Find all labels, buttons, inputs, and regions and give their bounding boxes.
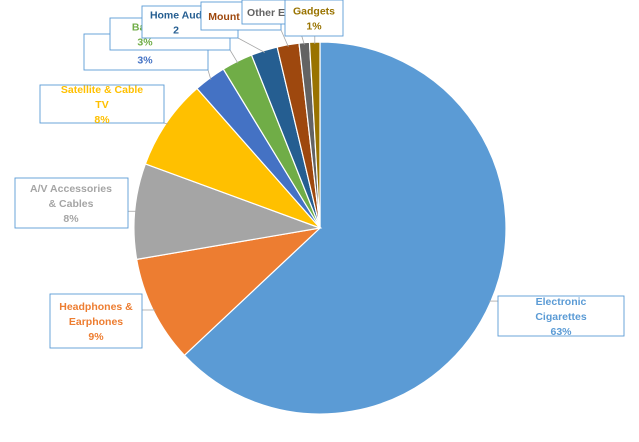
- data-label-category: Headphones &: [59, 301, 133, 313]
- data-label-category: A/V Accessories: [30, 183, 112, 195]
- pie-slices: [133, 41, 507, 415]
- data-label-category: Other E: [247, 7, 285, 19]
- leader-line: [207, 69, 212, 80]
- leader-line: [280, 29, 289, 47]
- data-label-category: Gadgets: [293, 6, 335, 18]
- data-label-box: [497, 295, 625, 337]
- pie-slice: [135, 227, 322, 357]
- data-label-percent: 8%: [63, 213, 79, 225]
- leader-line: [237, 37, 265, 53]
- data-label-box: [14, 177, 129, 229]
- data-label: Headphones & Earphones 9%: [49, 293, 143, 349]
- data-label-box: [49, 293, 143, 349]
- pie-slice: [144, 87, 321, 229]
- data-label-category: Home Aud: [150, 10, 202, 22]
- data-label-box: [39, 84, 165, 124]
- leader-line: [229, 49, 239, 64]
- data-label: Gadgets 1%: [284, 0, 344, 37]
- data-label-category: Satellite & Cable: [61, 84, 143, 96]
- data-labels: Electronic Cigarettes 63% Headphones & Earph…: [14, 0, 625, 349]
- data-label-percent: 9%: [88, 331, 104, 343]
- data-label-percent: 63%: [550, 326, 572, 338]
- data-label-percent: 8%: [94, 114, 110, 126]
- data-label: Electronic Cigarettes 63%: [497, 295, 625, 338]
- data-label-percent: 1%: [306, 21, 322, 33]
- data-label-category: & Cables: [49, 198, 94, 210]
- data-label-category: Earphones: [69, 316, 123, 328]
- data-label-box: [284, 0, 344, 37]
- data-label-category: Electronic: [536, 296, 587, 308]
- pie-slice: [183, 41, 507, 415]
- data-label-percent: 3%: [137, 55, 153, 67]
- data-label-category: TV: [95, 99, 108, 111]
- data-label-category: Cigarettes: [535, 311, 587, 323]
- data-label-percent: 3%: [137, 37, 153, 49]
- data-label-category: Mount: [208, 11, 240, 23]
- data-label: A/V Accessories & Cables 8%: [14, 177, 129, 229]
- leader-line: [163, 122, 169, 125]
- data-label-percent: 2: [173, 25, 179, 37]
- data-label: Satellite & Cable TV 8%: [39, 84, 165, 126]
